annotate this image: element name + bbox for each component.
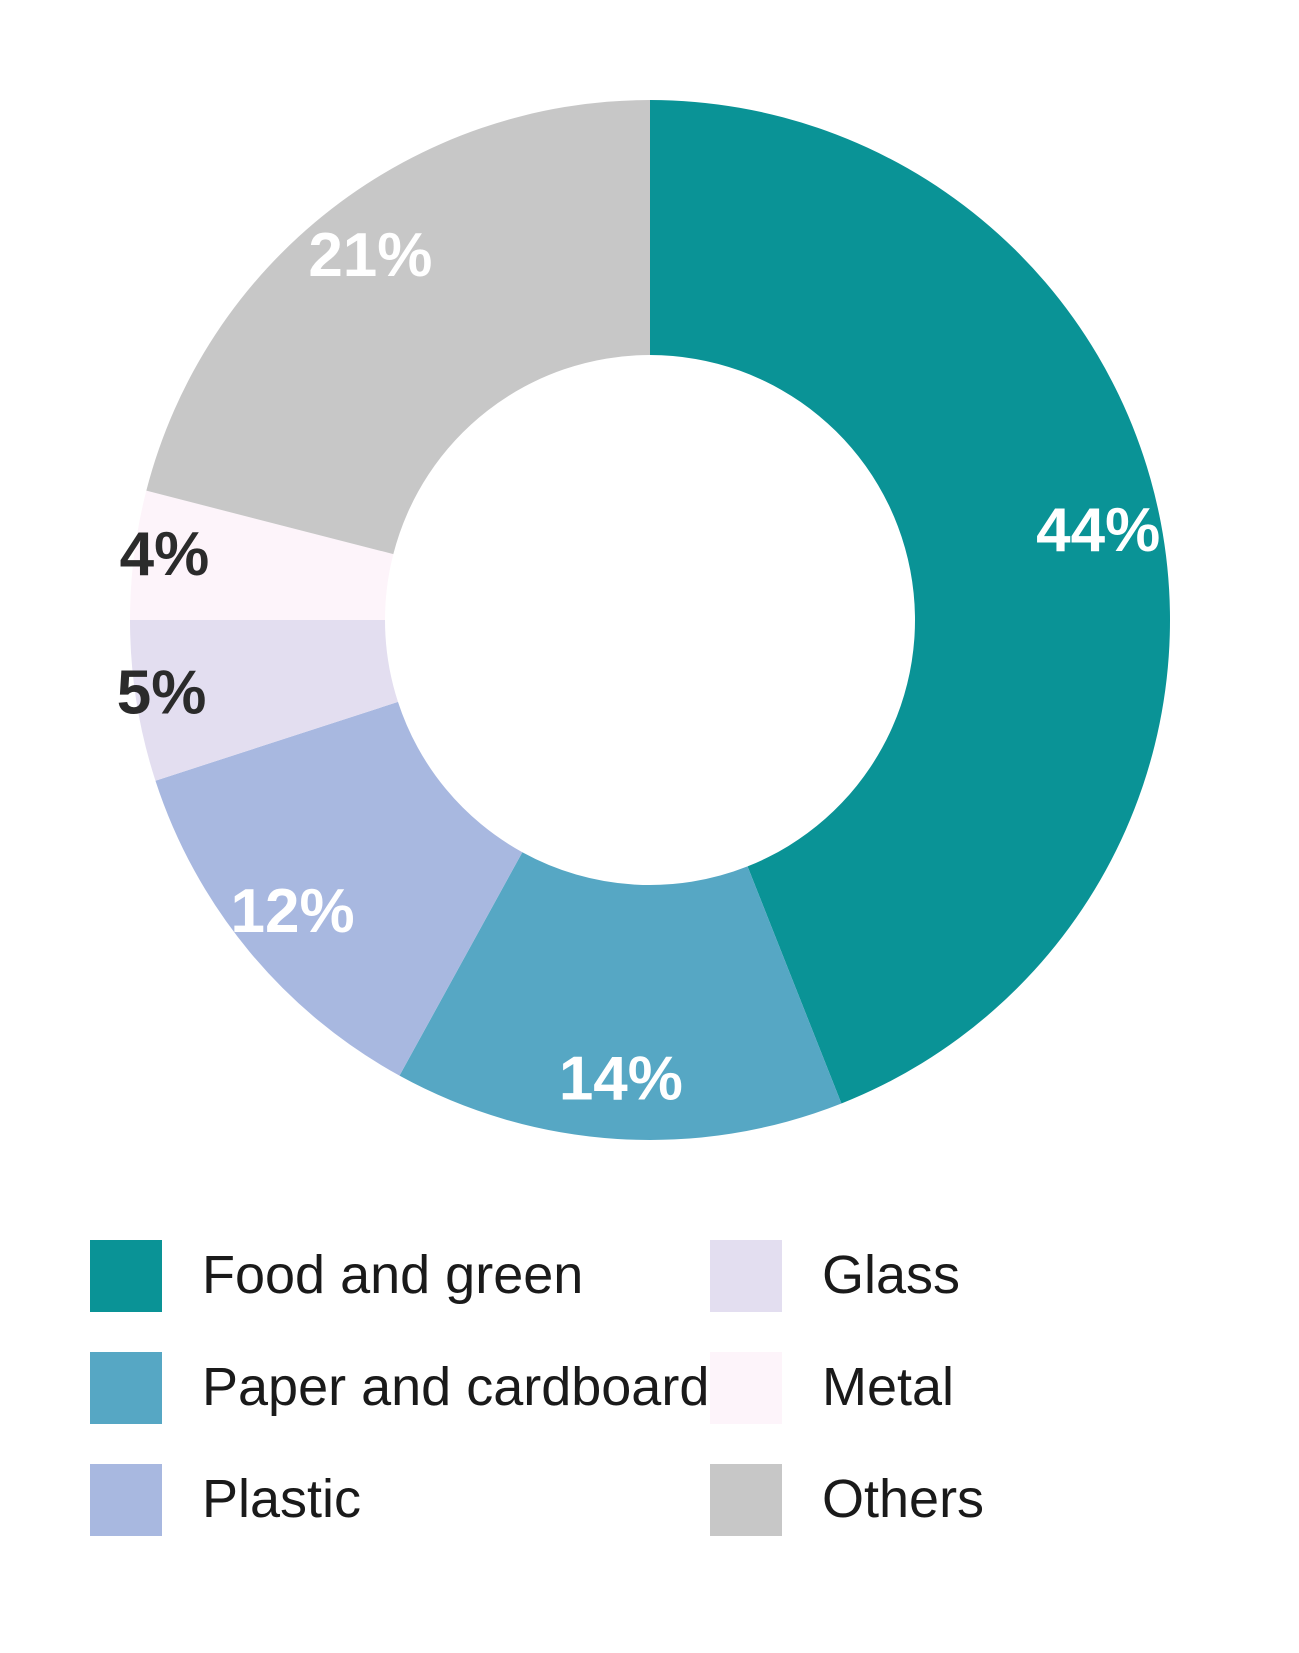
legend-swatch [90,1352,162,1424]
legend-label: Paper and cardboard [202,1358,709,1417]
legend-item-metal: Metal [710,1352,1210,1424]
slice-label: 4% [120,520,210,589]
legend-item-plastic: Plastic [90,1464,710,1536]
donut-chart: 44% 14% 12% 5% 4% 21% [90,60,1210,1180]
legend-item-paper-and-cardboard: Paper and cardboard [90,1352,710,1424]
legend-label: Plastic [202,1470,361,1529]
slice-label: 5% [117,659,207,728]
donut-svg: 44% 14% 12% 5% 4% 21% [90,60,1210,1180]
slice-label: 12% [231,877,355,946]
slice-label: 44% [1036,496,1160,565]
legend-label: Food and green [202,1246,583,1305]
legend-swatch [90,1240,162,1312]
legend-label: Metal [822,1358,954,1417]
chart-container: 44% 14% 12% 5% 4% 21% Food and green Glass Pape… [0,0,1299,1653]
legend-item-food-and-green: Food and green [90,1240,710,1312]
legend-swatch [710,1464,782,1536]
legend-swatch [710,1240,782,1312]
legend-label: Others [822,1470,984,1529]
legend-swatch [710,1352,782,1424]
legend-swatch [90,1464,162,1536]
legend-label: Glass [822,1246,960,1305]
slice-label: 21% [308,221,432,290]
legend-item-glass: Glass [710,1240,1210,1312]
legend-item-others: Others [710,1464,1210,1536]
slice-label: 14% [559,1044,683,1113]
legend: Food and green Glass Paper and cardboard Me… [90,1240,1209,1536]
slice-others [146,100,650,554]
